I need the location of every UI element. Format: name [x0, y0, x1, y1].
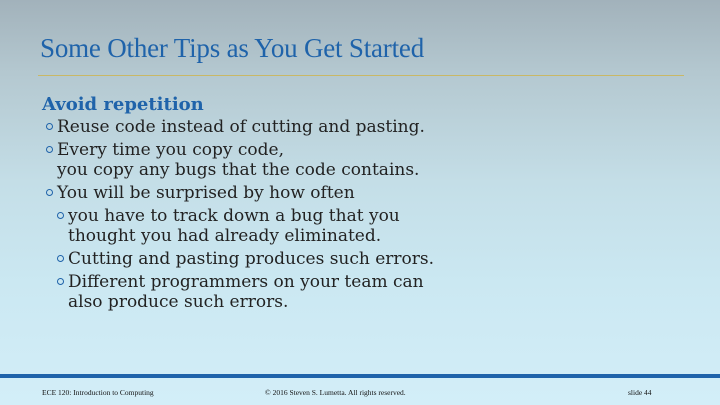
bullet-line: You will be surprised by how often	[57, 183, 355, 203]
sub-bullet-item: you have to track down a bug that you th…	[42, 206, 682, 246]
footer-bar	[0, 374, 720, 378]
bullet-circle-icon	[57, 278, 64, 285]
footer-copyright: © 2016 Steven S. Lumetta. All rights res…	[265, 388, 406, 397]
bullet-line: Different programmers on your team can	[68, 272, 424, 292]
bullet-circle-icon	[57, 255, 64, 262]
bullet-line: Reuse code instead of cutting and pastin…	[57, 117, 425, 137]
bullet-line: also produce such errors.	[68, 292, 289, 312]
bullet-line: Every time you copy code,	[57, 140, 285, 160]
slide-title: Some Other Tips as You Get Started	[40, 33, 424, 63]
sub-bullet-item: Different programmers on your team can a…	[42, 272, 682, 312]
bullet-line: you copy any bugs that the code contains…	[57, 160, 420, 180]
bullet-line: Cutting and pasting produces such errors…	[68, 249, 435, 269]
bullet-item: Reuse code instead of cutting and pastin…	[42, 117, 682, 137]
bullet-line: you have to track down a bug that you	[68, 206, 400, 226]
footer-slide-number: slide 44	[628, 388, 652, 397]
bullet-line: thought you had already eliminated.	[68, 226, 382, 246]
sub-bullet-item: Cutting and pasting produces such errors…	[42, 249, 682, 269]
bullet-item: Every time you copy code, you copy any b…	[42, 140, 682, 180]
title-divider	[38, 75, 684, 76]
bullet-circle-icon	[46, 146, 53, 153]
bullet-circle-icon	[46, 123, 53, 130]
bullet-item: You will be surprised by how often	[42, 183, 682, 203]
bullet-circle-icon	[46, 189, 53, 196]
section-heading: Avoid repetition	[42, 94, 204, 115]
slide-body: Avoid repetition Reuse code instead of c…	[42, 94, 682, 315]
bullet-circle-icon	[57, 212, 64, 219]
footer-course: ECE 120: Introduction to Computing	[42, 388, 154, 397]
